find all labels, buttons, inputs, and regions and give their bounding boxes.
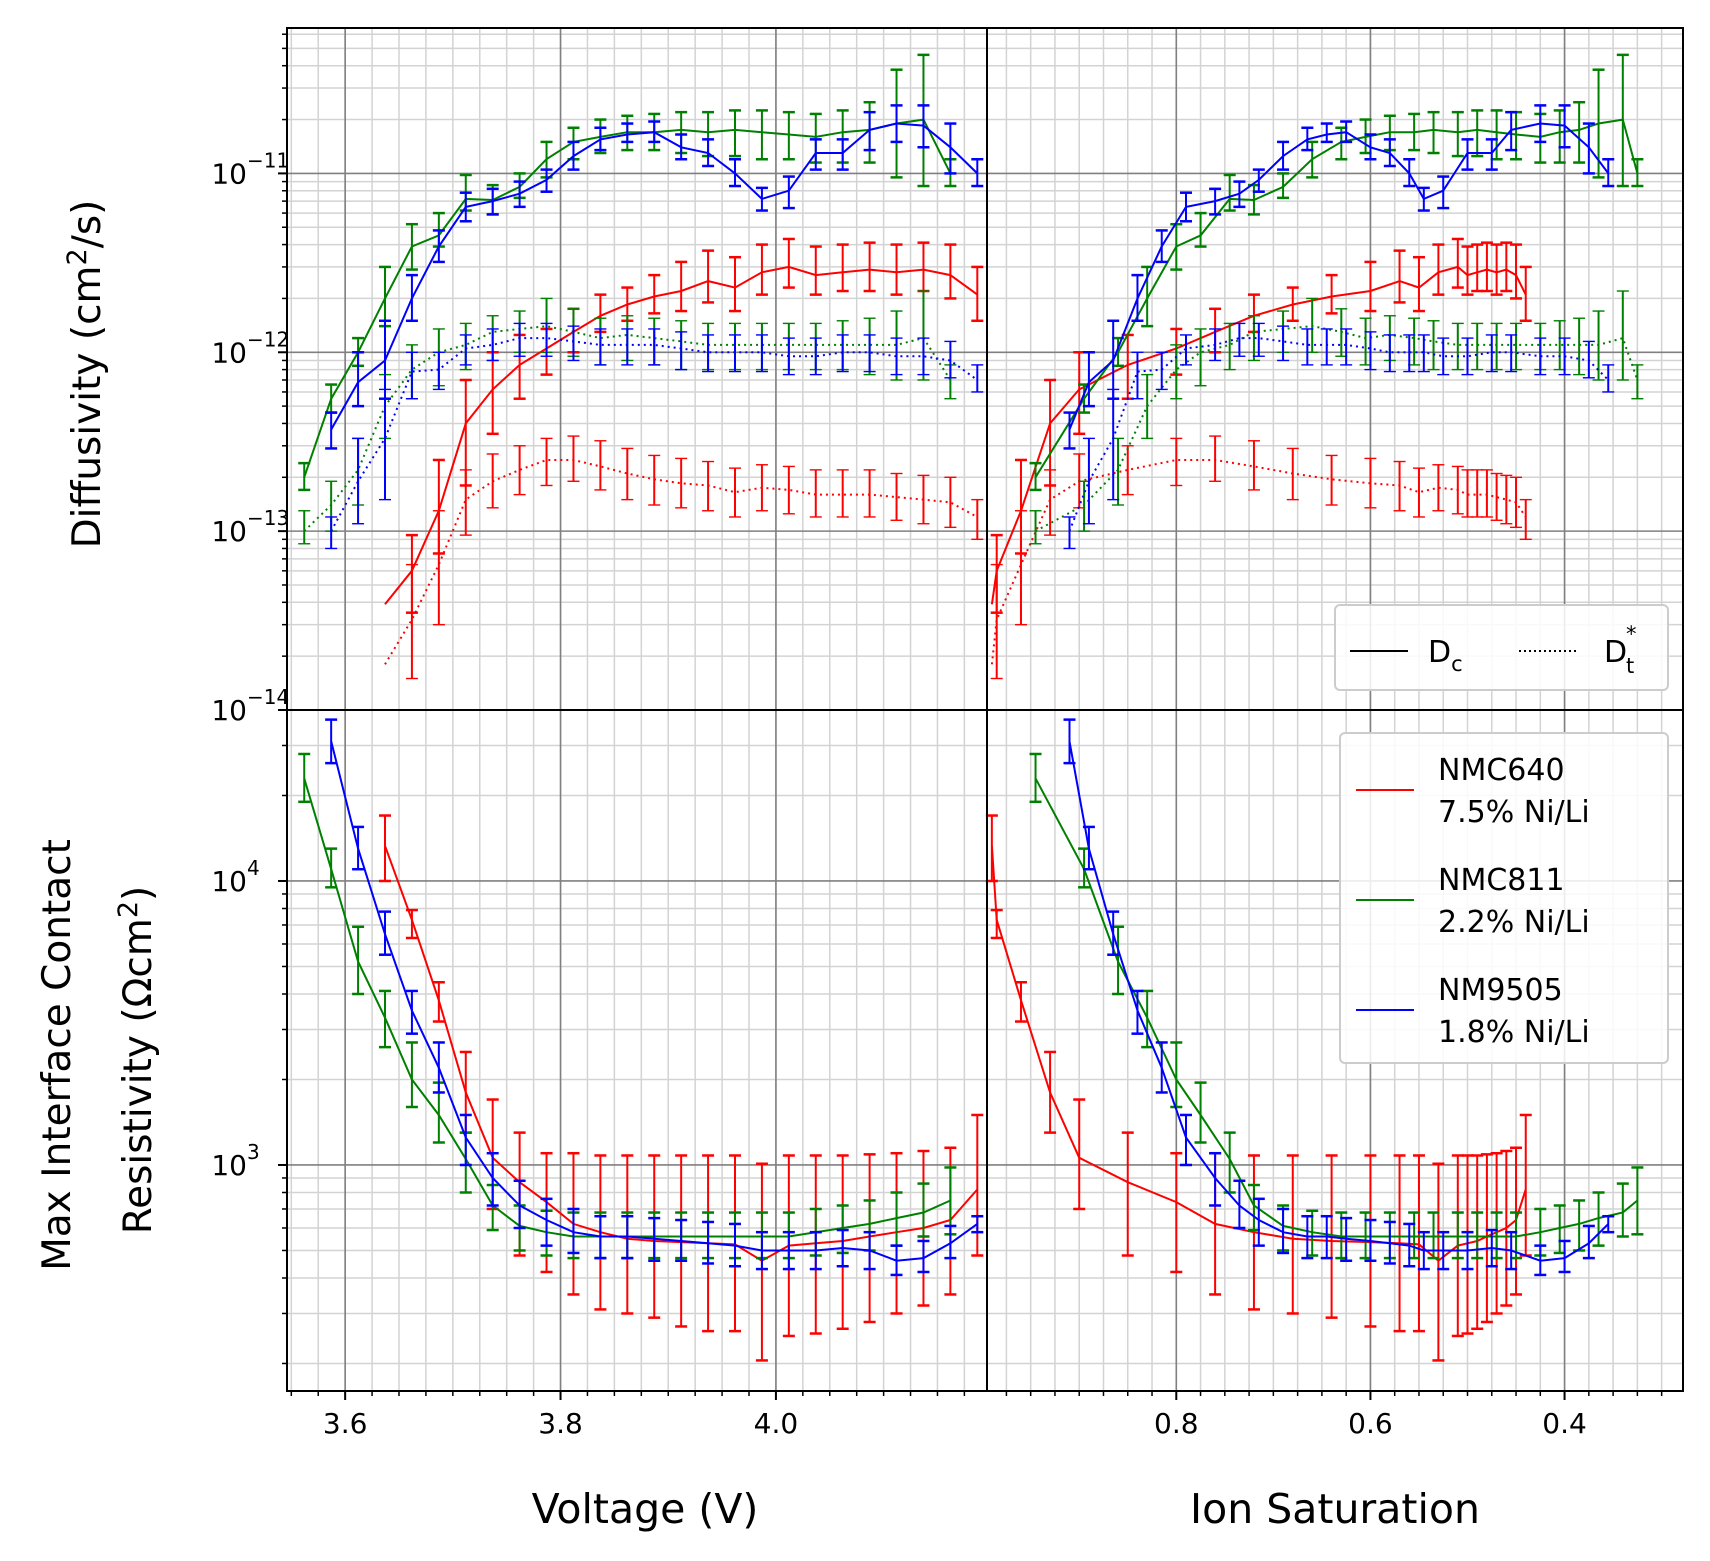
legend-nmc811-ratio: 2.2% Ni/Li	[1438, 905, 1590, 940]
data-marks	[298, 718, 984, 1362]
legend-dc-label: Dc	[1428, 635, 1463, 676]
legend-nmc640-ratio: 7.5% Ni/Li	[1438, 795, 1590, 830]
legend-dt-label: D	[1604, 635, 1627, 670]
y-tick-label: 10	[211, 515, 247, 548]
y-tick-exponent: −12	[247, 327, 289, 351]
y-tick-exponent: −13	[247, 506, 289, 530]
y-tick-label: 10	[211, 865, 247, 898]
x-tick-label: 0.6	[1348, 1407, 1393, 1440]
y-tick-exponent: 3	[247, 1140, 260, 1164]
legend-nm9505-ratio: 1.8% Ni/Li	[1438, 1015, 1590, 1050]
y-tick-label: 10	[211, 1149, 247, 1182]
legend-diffusion: Dc D * t	[1334, 604, 1669, 691]
x-axis-label-voltage: Voltage (V)	[532, 1485, 759, 1533]
y-axis-label-resistivity-line2: Resistivity (Ωcm2)	[113, 886, 161, 1234]
legend-nm9505-name: NM9505	[1438, 973, 1563, 1008]
y-tick-label: 10	[211, 694, 247, 727]
legend-dt-sup: *	[1626, 622, 1637, 646]
x-tick-label: 0.8	[1154, 1407, 1199, 1440]
data-marks	[985, 718, 1644, 1362]
series-line-nmc640-dt	[384, 459, 978, 665]
panel-diffusivity-saturation	[987, 28, 1683, 711]
y-tick-exponent: −11	[247, 148, 289, 172]
x-tick-label: 3.6	[323, 1407, 368, 1440]
x-axis-label-saturation: Ion Saturation	[1190, 1485, 1480, 1533]
legend-nmc640-name: NMC640	[1438, 753, 1565, 788]
x-tick-label: 4.0	[754, 1407, 799, 1440]
y-tick-label: 10	[211, 336, 247, 369]
axis-ticks: 3.6 3.8 4.0 0.8 0.6 0.410−1410−1310−1210−1110…	[211, 33, 1663, 1440]
x-tick-label: 3.8	[538, 1407, 583, 1440]
y-tick-label: 10	[211, 157, 247, 190]
panel-diffusivity-voltage	[287, 28, 987, 711]
legend-dt-sub: t	[1626, 654, 1634, 678]
data-marks	[990, 53, 1644, 680]
data-marks	[298, 53, 984, 680]
legend-diffusion-frame	[1334, 604, 1669, 691]
y-tick-exponent: 4	[247, 856, 260, 880]
legend-nmc811-name: NMC811	[1438, 863, 1565, 898]
legend-materials-frame	[1339, 732, 1669, 1064]
y-axis-label-resistivity-line1: Max Interface Contact	[35, 839, 80, 1271]
x-tick-label: 0.4	[1542, 1407, 1587, 1440]
series-line-nmc640-dt	[990, 459, 1527, 665]
panel-resistivity-voltage	[287, 709, 987, 1391]
y-axis-label-diffusivity: Diffusivity (cm2/s)	[62, 200, 110, 549]
y-tick-exponent: −14	[247, 685, 289, 709]
legend-materials: NMC640 7.5% Ni/Li NMC811 2.2% Ni/Li NM95…	[1339, 732, 1669, 1064]
